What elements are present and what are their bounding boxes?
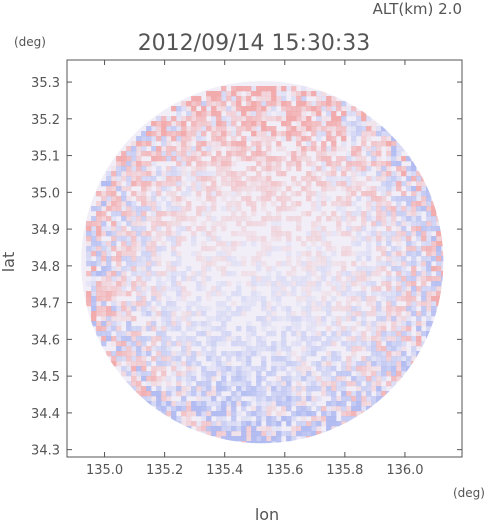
x-tick-label: 135.6	[266, 463, 303, 478]
x-tick-label: 135.2	[146, 463, 183, 478]
x-tick-label: 135.4	[206, 463, 243, 478]
y-axis: 34.3 34.4 34.5 34.6 34.7 34.8 34.9 35.0 35.1 35.2…	[31, 76, 462, 459]
y-tick-label: 35.2	[31, 113, 60, 128]
plot-frame	[66, 59, 463, 458]
y-tick-label: 34.6	[31, 333, 60, 348]
y-tick-label: 34.5	[31, 370, 60, 385]
radar-coverage-disk	[81, 81, 444, 444]
x-axis: 135.0 135.2 135.4 135.6 135.8 136.0	[86, 60, 424, 478]
y-tick-label: 34.8	[31, 260, 60, 275]
reflectivity-field	[81, 81, 444, 444]
y-axis-label: lat	[0, 252, 18, 273]
y-tick-label: 34.4	[31, 407, 60, 422]
y-tick-label: 35.1	[31, 150, 60, 165]
x-axis-label: lon	[255, 505, 279, 521]
y-tick-label: 35.0	[31, 186, 60, 201]
chart-title: 2012/09/14 15:30:33	[138, 31, 371, 56]
x-tick-label: 135.8	[326, 463, 363, 478]
y-tick-label: 34.3	[31, 444, 60, 459]
reflectivity-cells	[86, 86, 444, 444]
x-unit-label: (deg)	[453, 486, 485, 500]
y-unit-label: (deg)	[14, 35, 46, 49]
x-tick-label: 135.0	[86, 463, 123, 478]
y-tick-label: 34.7	[31, 297, 60, 312]
altitude-subtitle: ALT(km) 2.0	[373, 0, 462, 18]
y-tick-label: 34.9	[31, 223, 60, 238]
y-tick-label: 35.3	[31, 76, 60, 91]
x-tick-label: 136.0	[386, 463, 423, 478]
